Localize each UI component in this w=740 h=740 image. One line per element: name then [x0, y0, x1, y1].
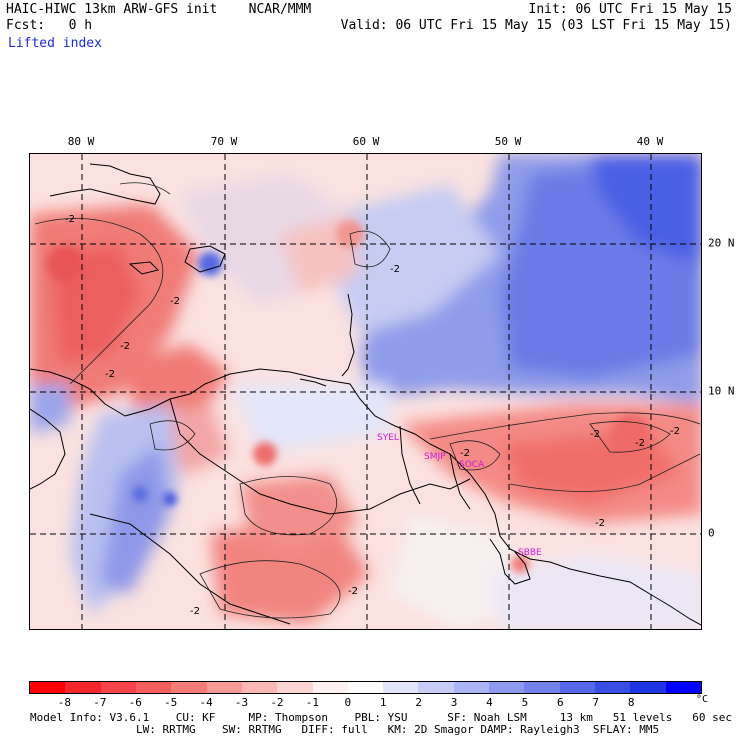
colorbar-segment: [665, 682, 701, 693]
colorbar-tick-label: -2: [270, 696, 284, 709]
forecast-hour: Fcst: 0 h: [6, 18, 93, 33]
lon-label-50w: 50 W: [494, 135, 522, 148]
contour-label: -2: [390, 264, 400, 275]
contour-label-group: -2 -2 -2 -2 -2 -2 -2 -2 -2 -2 -2 -2: [65, 214, 680, 617]
colorbar-segment: [65, 682, 101, 693]
colorbar-tick-label: -6: [128, 696, 142, 709]
contours: [34, 182, 701, 619]
coastlines: [30, 163, 701, 626]
shading-layer: [30, 154, 701, 629]
contour-label: -2: [460, 448, 470, 459]
model-title: HAIC-HIWC 13km ARW-GFS init: [6, 2, 218, 17]
colorbar-segment: [453, 682, 490, 693]
contour-label: -2: [348, 586, 358, 597]
contour-label: -2: [670, 426, 680, 437]
colorbar-segment: [312, 682, 348, 693]
station-label-soca: SOCA: [459, 460, 485, 470]
colorbar-tick-label: -4: [199, 696, 213, 709]
map-plot: -2 -2 -2 -2 -2 -2 -2 -2 -2 -2 -2 -2: [29, 153, 702, 630]
colorbar-segment: [135, 682, 172, 693]
detail-shading: [47, 220, 650, 573]
colorbar-tick-label: 5: [521, 696, 529, 709]
contour-label: -2: [590, 429, 600, 440]
contour-label: -2: [105, 369, 115, 380]
colorbar-tick-label: -5: [164, 696, 178, 709]
colorbar-tick-label: 6: [557, 696, 564, 709]
lon-label-70w: 70 W: [210, 135, 238, 148]
lifted-index-field: -2 -2 -2 -2 -2 -2 -2 -2 -2 -2 -2 -2: [30, 154, 701, 629]
colorbar-segment: [30, 682, 66, 693]
colorbar-segment: [559, 682, 595, 693]
lon-label-40w: 40 W: [636, 135, 664, 148]
colorbar-segment: [241, 682, 278, 693]
lat-label-10n: 10 N: [708, 384, 735, 398]
colorbar-tick-label: 4: [486, 696, 493, 709]
valid-time: Valid: 06 UTC Fri 15 May 15 (03 LST Fri …: [340, 18, 732, 33]
colorbar-tick-label: 3: [450, 696, 458, 709]
colorbar-segment: [277, 682, 313, 693]
colorbar-segment: [206, 682, 242, 693]
contour-label: -2: [635, 438, 645, 449]
colorbar-tick-label: -7: [93, 696, 107, 709]
colorbar-segment: [418, 682, 454, 693]
colorbar-segment: [347, 682, 384, 693]
graticule: [30, 154, 701, 629]
init-time: Init: 06 UTC Fri 15 May 15: [528, 2, 733, 17]
lat-label-eq: 0: [708, 526, 715, 540]
contour-label: -2: [190, 606, 200, 617]
lon-label-60w: 60 W: [352, 135, 380, 148]
colorbar-tick-label: 2: [415, 696, 422, 709]
header-right: Init: 06 UTC Fri 15 May 15 Valid: 06 UTC…: [341, 2, 732, 34]
colorbar-unit: °C: [696, 694, 709, 705]
station-label-syel: SYEL: [377, 433, 399, 443]
colorbar-segment: [524, 682, 560, 693]
model-info-line2: LW: RRTMG SW: RRTMG DIFF: full KM: 2D Sm…: [30, 723, 660, 736]
station-label-smjp: SMJP: [424, 452, 446, 462]
model-info-line1: Model Info: V3.6.1 CU: KF MP: Thompson P…: [30, 711, 732, 724]
lat-label-20n: 20 N: [708, 236, 735, 250]
station-label-sbbe: SBBE: [518, 548, 542, 558]
contour-label: -2: [65, 214, 75, 225]
colorbar-segment: [595, 682, 631, 693]
colorbar-segment: [100, 682, 136, 693]
colorbar-segment: [630, 682, 666, 693]
contour-label: -2: [595, 518, 605, 529]
contour-label: -2: [120, 341, 130, 352]
header-left: HAIC-HIWC 13km ARW-GFS init NCAR/MMM Fcs…: [6, 2, 311, 34]
colorbar-tick-label: -3: [234, 696, 249, 709]
colorbar-segment: [171, 682, 207, 693]
colorbar-segment: [489, 682, 525, 693]
colorbar-tick-label: 8: [627, 696, 635, 709]
colorbar: [29, 681, 702, 694]
lon-label-80w: 80 W: [67, 135, 95, 148]
colorbar-tick-label: 7: [592, 696, 600, 709]
colorbar-segment: [383, 682, 419, 693]
colorbar-tick-label: -1: [305, 696, 319, 709]
contour-label: -2: [170, 296, 180, 307]
colorbar-tick-label: 1: [379, 696, 387, 709]
org-label: NCAR/MMM: [248, 2, 312, 17]
colorbar-tick-label: -8: [57, 696, 72, 709]
field-title: Lifted index: [8, 36, 102, 51]
colorbar-tick-label: 0: [344, 696, 352, 709]
